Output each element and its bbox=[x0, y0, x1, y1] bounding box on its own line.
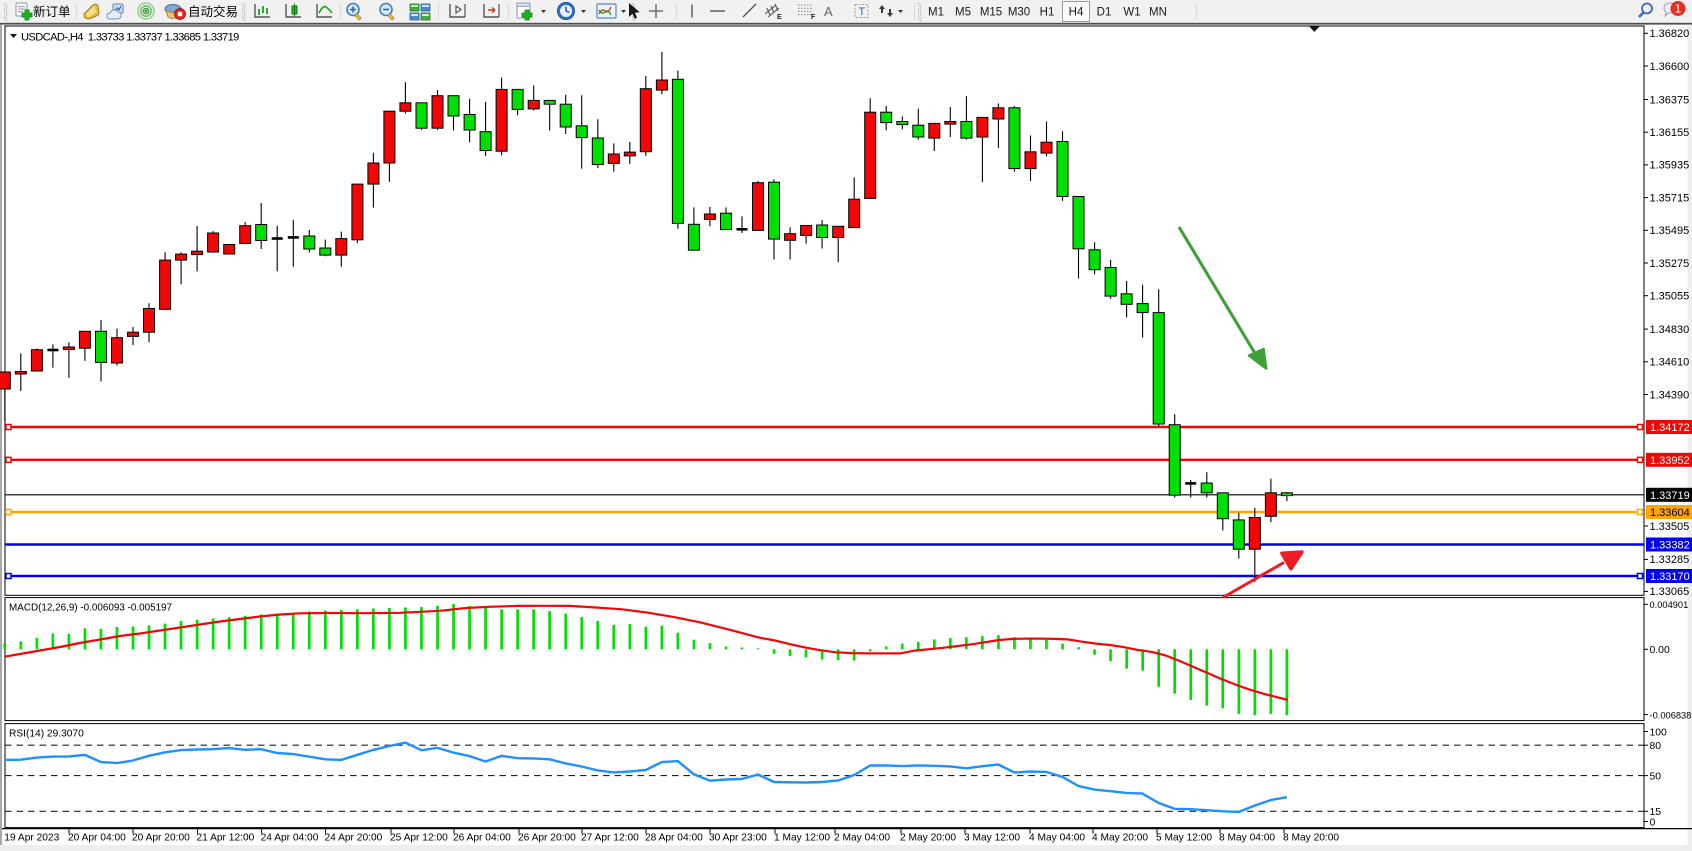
svg-text:H1: H1 bbox=[1040, 7, 1055, 19]
svg-text:3 May 12:00: 3 May 12:00 bbox=[964, 833, 1020, 844]
svg-text:20 Apr 20:00: 20 Apr 20:00 bbox=[132, 833, 190, 844]
svg-text:1.34610: 1.34610 bbox=[1650, 357, 1690, 369]
svg-text:50: 50 bbox=[1650, 771, 1662, 782]
svg-text:RSI(14) 29.3070: RSI(14) 29.3070 bbox=[9, 729, 84, 740]
svg-text:1.33719: 1.33719 bbox=[1650, 490, 1690, 502]
svg-text:1.36600: 1.36600 bbox=[1650, 61, 1690, 73]
svg-text:20 Apr 04:00: 20 Apr 04:00 bbox=[68, 833, 126, 844]
svg-text:100: 100 bbox=[1650, 727, 1668, 738]
svg-text:1.35055: 1.35055 bbox=[1650, 291, 1690, 303]
svg-text:26 Apr 04:00: 26 Apr 04:00 bbox=[453, 833, 511, 844]
svg-text:1.35715: 1.35715 bbox=[1650, 192, 1690, 204]
svg-text:26 Apr 20:00: 26 Apr 20:00 bbox=[518, 833, 576, 844]
svg-text:28 Apr 04:00: 28 Apr 04:00 bbox=[645, 833, 703, 844]
svg-text:30 Apr 23:00: 30 Apr 23:00 bbox=[709, 833, 767, 844]
svg-text:新订单: 新订单 bbox=[33, 4, 71, 19]
svg-text:1.33952: 1.33952 bbox=[1650, 455, 1690, 467]
svg-text:W1: W1 bbox=[1123, 7, 1140, 19]
svg-text:4 May 20:00: 4 May 20:00 bbox=[1092, 833, 1148, 844]
svg-text:27 Apr 12:00: 27 Apr 12:00 bbox=[581, 833, 639, 844]
svg-text:2 May 04:00: 2 May 04:00 bbox=[834, 833, 890, 844]
svg-text:80: 80 bbox=[1650, 741, 1662, 752]
svg-text:1.33505: 1.33505 bbox=[1650, 521, 1690, 533]
svg-text:8 May 20:00: 8 May 20:00 bbox=[1283, 833, 1339, 844]
svg-text:M30: M30 bbox=[1008, 7, 1030, 19]
svg-text:1: 1 bbox=[1675, 4, 1681, 16]
svg-text:自动交易: 自动交易 bbox=[188, 4, 238, 19]
svg-text:MN: MN bbox=[1149, 7, 1167, 19]
svg-text:1.34172: 1.34172 bbox=[1650, 422, 1690, 434]
svg-text:1.33382: 1.33382 bbox=[1650, 540, 1690, 552]
svg-text:0: 0 bbox=[1650, 817, 1656, 828]
svg-text:1.36155: 1.36155 bbox=[1650, 127, 1690, 139]
svg-text:1.34830: 1.34830 bbox=[1650, 324, 1690, 336]
svg-text:MACD(12,26,9) -0.006093 -0.005: MACD(12,26,9) -0.006093 -0.005197 bbox=[9, 603, 172, 614]
svg-text:1.33170: 1.33170 bbox=[1650, 571, 1690, 583]
svg-text:2 May 20:00: 2 May 20:00 bbox=[900, 833, 956, 844]
svg-text:-0.006838: -0.006838 bbox=[1650, 710, 1692, 720]
svg-text:1.35495: 1.35495 bbox=[1650, 225, 1690, 237]
svg-text:24 Apr 20:00: 24 Apr 20:00 bbox=[325, 833, 383, 844]
svg-text:1.36375: 1.36375 bbox=[1650, 94, 1690, 106]
svg-text:M5: M5 bbox=[955, 7, 971, 19]
svg-text:1 May 12:00: 1 May 12:00 bbox=[774, 833, 830, 844]
svg-text:0.00: 0.00 bbox=[1650, 645, 1670, 656]
svg-text:T: T bbox=[859, 6, 866, 18]
svg-text:19 Apr 2023: 19 Apr 2023 bbox=[4, 833, 59, 844]
svg-text:1.33604: 1.33604 bbox=[1650, 507, 1690, 519]
svg-text:E: E bbox=[777, 14, 782, 21]
svg-text:4 May 04:00: 4 May 04:00 bbox=[1029, 833, 1085, 844]
svg-text:M1: M1 bbox=[928, 7, 944, 19]
svg-text:F: F bbox=[811, 14, 816, 21]
svg-text:24 Apr 04:00: 24 Apr 04:00 bbox=[261, 833, 319, 844]
svg-text:5 May 12:00: 5 May 12:00 bbox=[1156, 833, 1212, 844]
svg-text:15: 15 bbox=[1650, 807, 1662, 818]
svg-text:1.35935: 1.35935 bbox=[1650, 160, 1690, 172]
svg-text:0.004901: 0.004901 bbox=[1650, 600, 1689, 610]
svg-text:21 Apr 12:00: 21 Apr 12:00 bbox=[197, 833, 255, 844]
svg-text:1.34390: 1.34390 bbox=[1650, 389, 1690, 401]
svg-text:1.33285: 1.33285 bbox=[1650, 554, 1690, 566]
svg-text:A: A bbox=[824, 4, 833, 19]
svg-text:1.33065: 1.33065 bbox=[1650, 586, 1690, 598]
svg-text:1.35275: 1.35275 bbox=[1650, 258, 1690, 270]
svg-text:1.36820: 1.36820 bbox=[1650, 28, 1690, 40]
svg-text:25 Apr 12:00: 25 Apr 12:00 bbox=[390, 833, 448, 844]
svg-text:H4: H4 bbox=[1069, 7, 1084, 19]
svg-text:D1: D1 bbox=[1097, 7, 1112, 19]
svg-text:M15: M15 bbox=[980, 7, 1002, 19]
svg-text:8 May 04:00: 8 May 04:00 bbox=[1219, 833, 1275, 844]
svg-text:USDCAD-,H4 1.33733 1.33737 1.: USDCAD-,H4 1.33733 1.33737 1.33685 1.337… bbox=[21, 32, 239, 44]
